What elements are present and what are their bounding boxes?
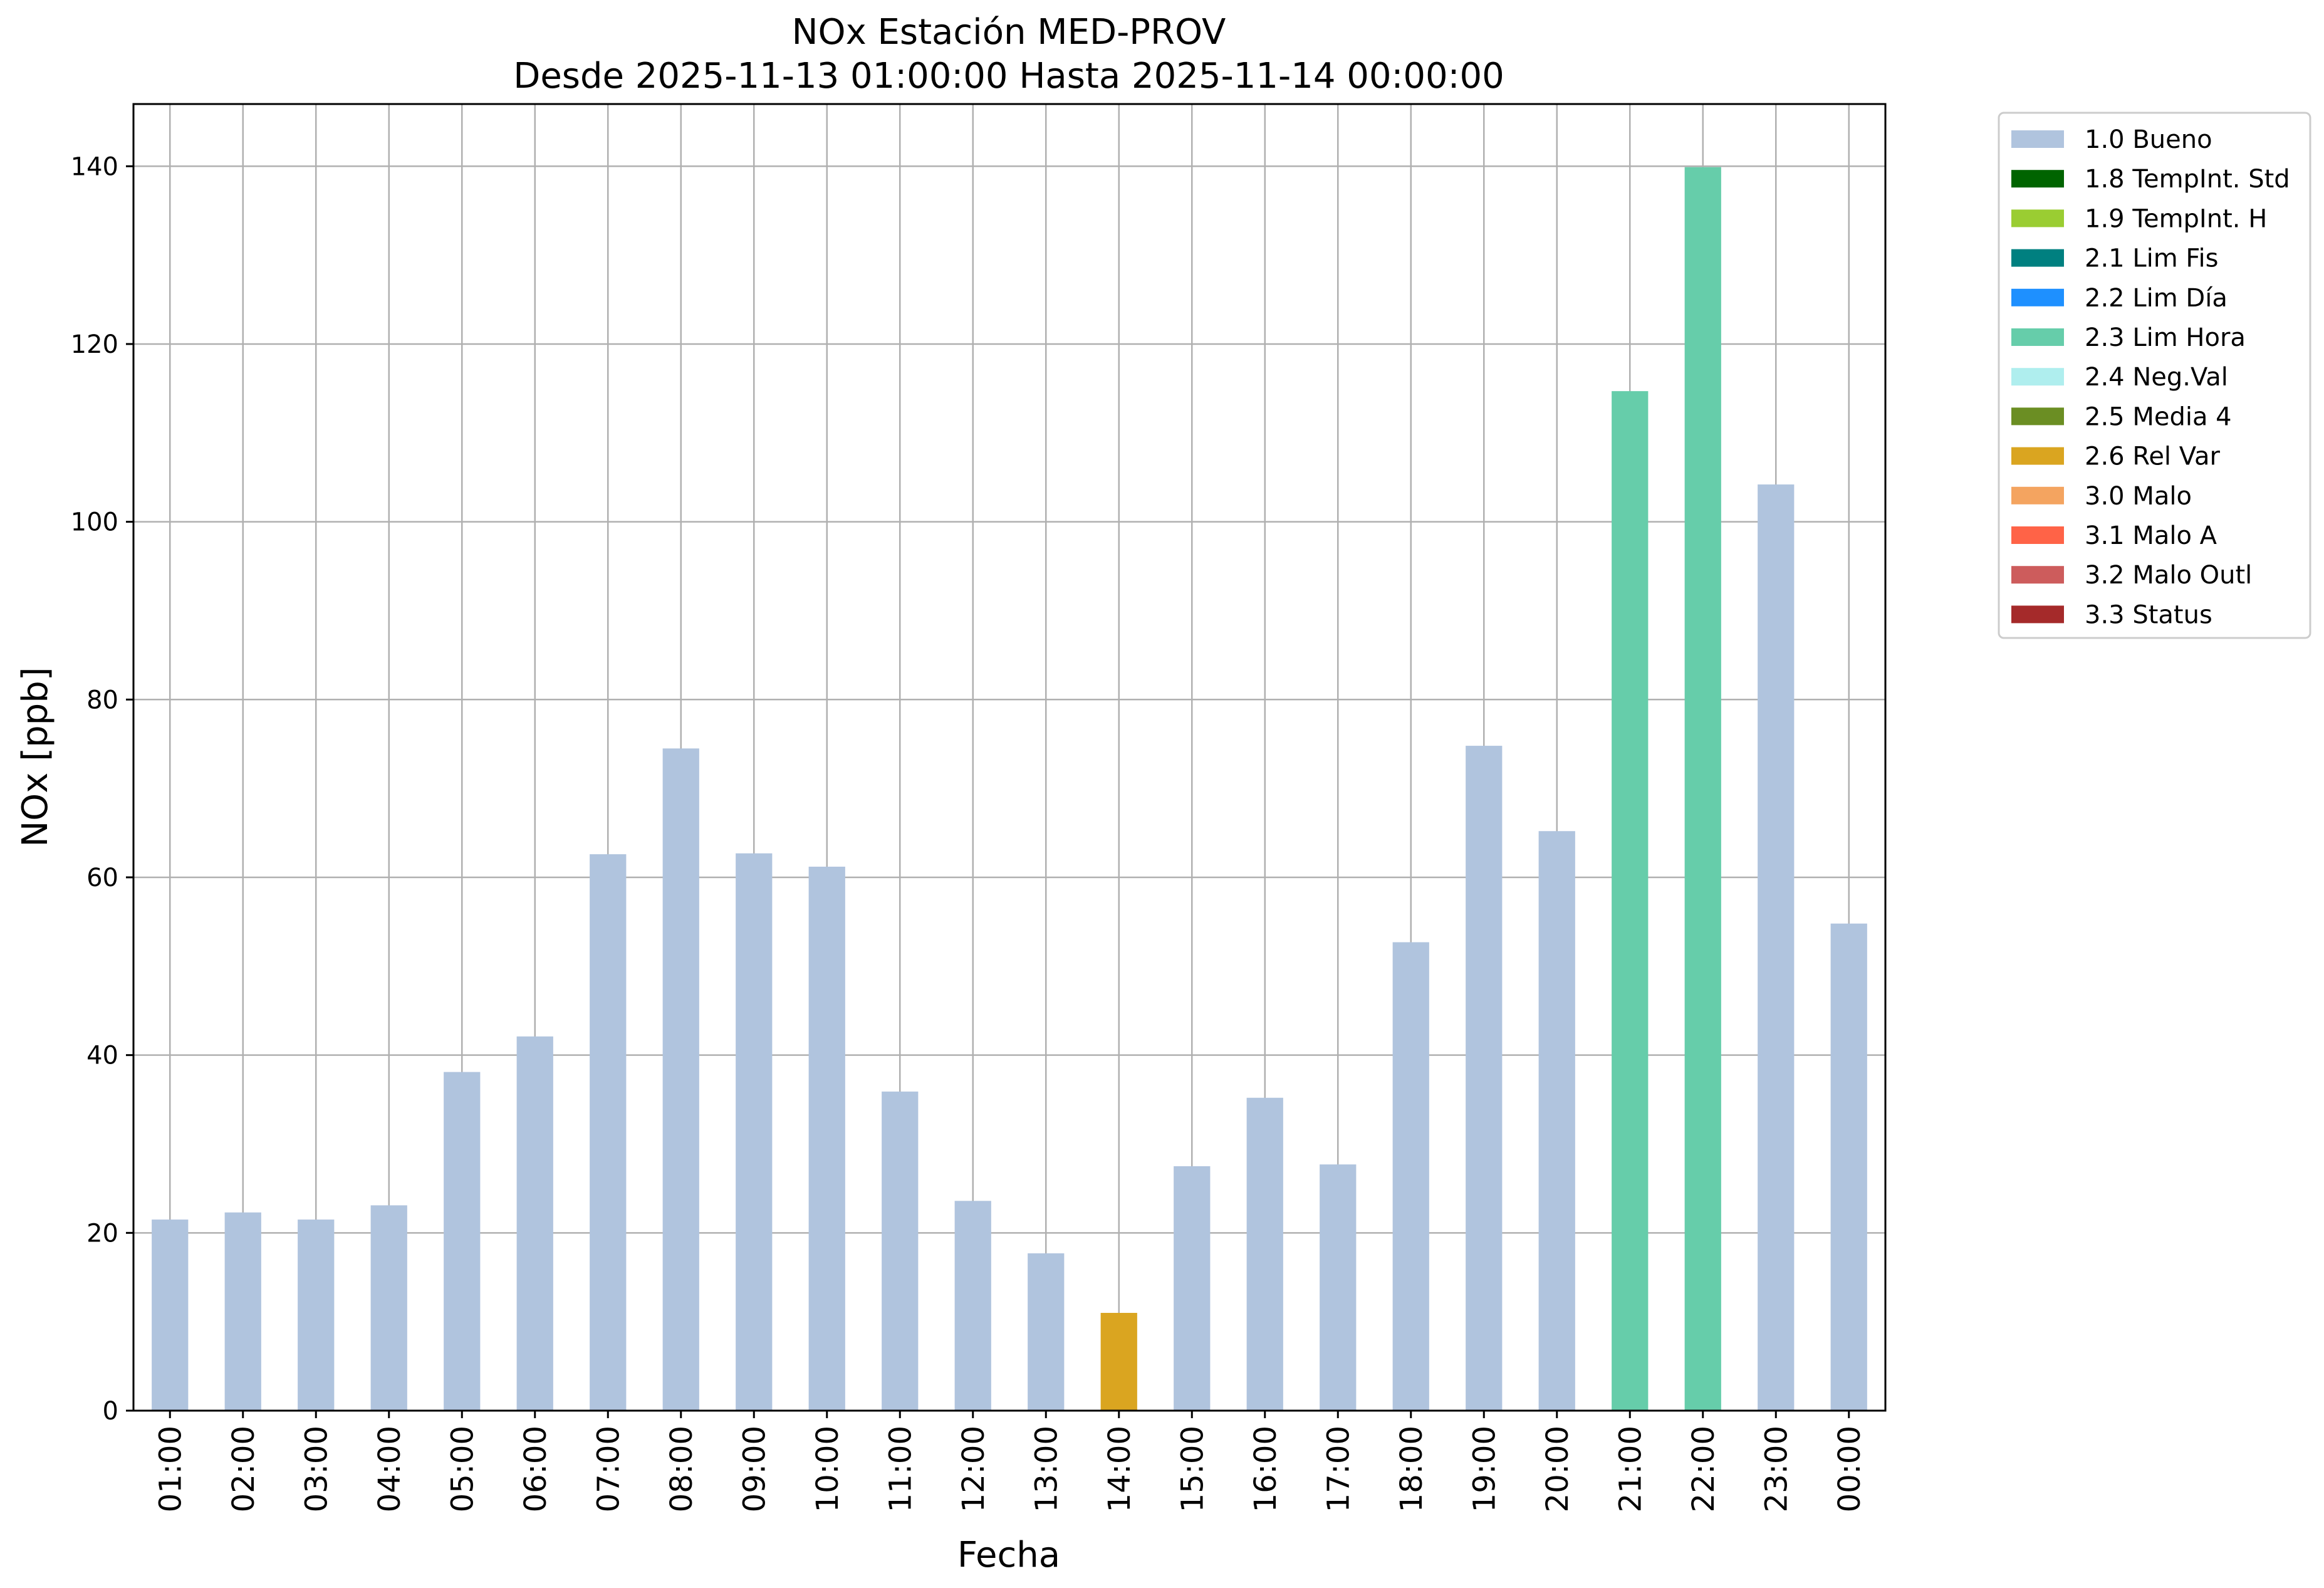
legend-swatch [2011, 566, 2064, 584]
x-tick-label: 16:00 [1248, 1426, 1283, 1512]
legend-swatch [2011, 170, 2064, 188]
bar-14:00 [1100, 1312, 1137, 1411]
x-tick-label: 17:00 [1321, 1426, 1356, 1512]
x-tick-label: 02:00 [226, 1426, 261, 1512]
legend-swatch [2011, 486, 2064, 504]
y-axis-ticks: 0 20 40 60 80 100 120 140 [71, 152, 133, 1426]
x-tick-label: 04:00 [372, 1426, 407, 1512]
legend-swatch [2011, 407, 2064, 426]
plot-frame [132, 103, 1887, 1412]
legend-swatch [2011, 328, 2064, 346]
x-tick-label: 11:00 [883, 1426, 918, 1512]
legend-swatch [2011, 209, 2064, 227]
legend-label: 1.9 TempInt. H [2085, 204, 2267, 233]
x-tick-label: 20:00 [1540, 1426, 1575, 1512]
bar-08:00 [662, 748, 699, 1411]
legend-swatch [2011, 368, 2064, 386]
y-tick-label: 40 [86, 1042, 118, 1070]
bar-11:00 [882, 1091, 919, 1411]
x-tick-label: 21:00 [1613, 1426, 1648, 1512]
x-tick-label: 10:00 [810, 1426, 845, 1512]
bar-05:00 [444, 1072, 481, 1411]
x-tick-label: 09:00 [737, 1426, 772, 1512]
legend-label: 3.0 Malo [2085, 482, 2192, 511]
y-tick-label: 80 [86, 686, 118, 714]
bar-23:00 [1758, 484, 1795, 1411]
y-tick-label: 100 [71, 508, 118, 537]
bar-03:00 [298, 1220, 335, 1411]
legend-label: 3.1 Malo A [2085, 521, 2217, 550]
chart-subtitle: Desde 2025-11-13 01:00:00 Hasta 2025-11-… [513, 56, 1504, 97]
x-tick-label: 00:00 [1832, 1426, 1867, 1512]
bar-16:00 [1246, 1097, 1283, 1411]
bar-06:00 [516, 1036, 553, 1411]
legend-label: 2.3 Lim Hora [2085, 323, 2246, 352]
legend-swatch [2011, 605, 2064, 624]
bar-12:00 [954, 1201, 991, 1411]
x-tick-label: 22:00 [1686, 1426, 1721, 1512]
bar-17:00 [1320, 1164, 1357, 1411]
x-tick-label: 03:00 [299, 1426, 334, 1512]
bar-18:00 [1392, 942, 1429, 1411]
x-tick-label: 18:00 [1394, 1426, 1429, 1512]
legend-frame [1998, 112, 2311, 639]
x-tick-label: 08:00 [664, 1426, 699, 1512]
y-tick-label: 140 [71, 152, 118, 181]
x-axis-label: Fecha [957, 1535, 1060, 1575]
bar-15:00 [1174, 1166, 1211, 1411]
legend-label: 2.5 Media 4 [2085, 402, 2232, 431]
legend-swatch [2011, 447, 2064, 465]
x-axis-ticks: 01:00 02:00 03:00 04:00 05:00 06:00 07:00 08:00… [153, 1411, 1867, 1512]
bar-00:00 [1830, 923, 1867, 1411]
y-axis-label: NOx [ppb] [15, 667, 56, 847]
legend-swatch [2011, 288, 2064, 306]
bars [152, 167, 1867, 1411]
bar-22:00 [1684, 167, 1721, 1411]
legend-label: 1.0 Bueno [2085, 125, 2212, 154]
bar-21:00 [1612, 391, 1649, 1411]
bar-01:00 [152, 1220, 189, 1411]
bar-20:00 [1538, 831, 1575, 1411]
x-tick-label: 13:00 [1029, 1426, 1064, 1512]
bar-13:00 [1028, 1253, 1065, 1411]
x-tick-label: 01:00 [153, 1426, 188, 1512]
x-tick-label: 19:00 [1467, 1426, 1502, 1512]
y-tick-label: 0 [103, 1397, 118, 1426]
y-tick-label: 60 [86, 864, 118, 892]
legend-swatch [2011, 130, 2064, 148]
legend-label: 3.3 Status [2085, 600, 2212, 629]
legend-label: 3.2 Malo Outl [2085, 561, 2252, 590]
chart-title: NOx Estación MED-PROV [792, 12, 1226, 53]
bar-09:00 [736, 853, 773, 1411]
bar-19:00 [1466, 746, 1503, 1411]
x-tick-label: 23:00 [1759, 1426, 1794, 1512]
legend-swatch [2011, 249, 2064, 267]
x-tick-label: 14:00 [1102, 1426, 1137, 1512]
legend: 1.0 Bueno 1.8 TempInt. Std 1.9 TempInt. H 2… [1998, 112, 2311, 639]
legend-label: 2.1 Lim Fis [2085, 244, 2218, 273]
bar-10:00 [808, 866, 845, 1411]
x-tick-label: 05:00 [445, 1426, 480, 1512]
y-tick-label: 20 [86, 1219, 118, 1248]
x-tick-label: 07:00 [591, 1426, 626, 1512]
bar-07:00 [590, 854, 627, 1411]
legend-label: 2.4 Neg.Val [2085, 363, 2228, 392]
y-tick-label: 120 [71, 330, 118, 359]
bar-04:00 [370, 1205, 407, 1411]
x-tick-label: 15:00 [1175, 1426, 1210, 1512]
legend-label: 1.8 TempInt. Std [2085, 165, 2290, 194]
x-tick-label: 06:00 [518, 1426, 553, 1512]
legend-label: 2.6 Rel Var [2085, 442, 2221, 471]
x-tick-label: 12:00 [956, 1426, 991, 1512]
legend-label: 2.2 Lim Día [2085, 284, 2228, 313]
bar-02:00 [224, 1212, 261, 1411]
legend-swatch [2011, 526, 2064, 544]
